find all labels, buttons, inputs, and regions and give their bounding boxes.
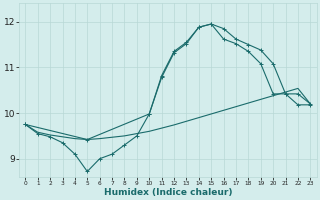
X-axis label: Humidex (Indice chaleur): Humidex (Indice chaleur): [104, 188, 232, 197]
